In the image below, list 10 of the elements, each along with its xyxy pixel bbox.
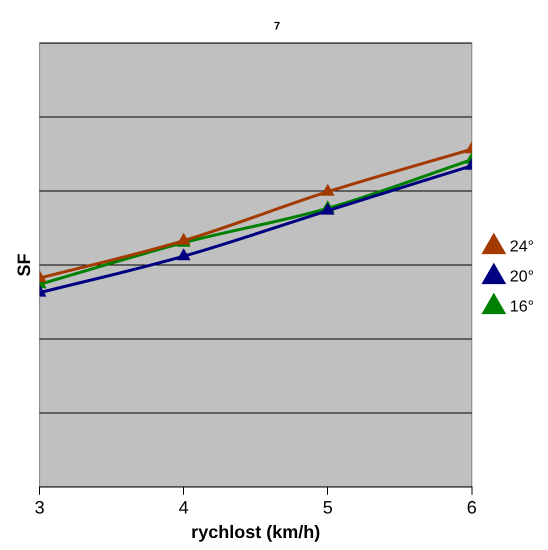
y-axis-title: SF: [14, 253, 34, 277]
x-tick-label: 5: [322, 498, 333, 518]
legend-label: 24°: [510, 238, 534, 256]
x-tick-label: 3: [34, 498, 45, 518]
x-tick-label: 6: [466, 498, 477, 518]
x-tick-label: 4: [178, 498, 189, 518]
x-axis-title: rychlost (km/h): [191, 522, 320, 542]
legend-label: 16°: [510, 298, 534, 316]
legend-label: 20°: [510, 268, 534, 286]
chart-title: 7: [274, 20, 280, 33]
